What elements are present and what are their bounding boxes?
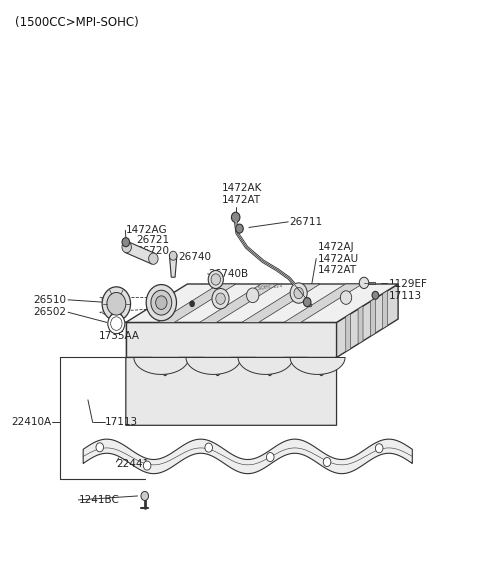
Text: 17113: 17113: [105, 417, 138, 428]
Polygon shape: [157, 284, 236, 323]
Text: 1472AJ
1472AU
1472AT: 1472AJ 1472AU 1472AT: [318, 242, 359, 275]
Circle shape: [151, 290, 172, 315]
Text: 26740B: 26740B: [209, 269, 249, 279]
Polygon shape: [200, 284, 278, 323]
Circle shape: [122, 237, 130, 247]
Circle shape: [216, 293, 225, 304]
Text: 17113: 17113: [389, 291, 422, 302]
Circle shape: [205, 443, 213, 452]
Polygon shape: [383, 291, 388, 329]
Polygon shape: [126, 284, 398, 323]
Text: 1472AG: 1472AG: [126, 225, 168, 235]
Circle shape: [156, 296, 167, 310]
Circle shape: [266, 453, 274, 462]
Text: 22441: 22441: [116, 459, 149, 469]
Text: SOHC 12V: SOHC 12V: [257, 283, 283, 291]
Circle shape: [290, 283, 307, 303]
Polygon shape: [186, 357, 241, 374]
Circle shape: [102, 287, 131, 321]
Circle shape: [372, 291, 379, 299]
Circle shape: [340, 291, 352, 304]
Polygon shape: [358, 306, 363, 344]
Polygon shape: [284, 284, 362, 323]
Circle shape: [303, 298, 311, 307]
Circle shape: [236, 224, 243, 233]
Circle shape: [122, 237, 130, 247]
Polygon shape: [290, 357, 345, 374]
Text: 26711: 26711: [289, 217, 322, 227]
Text: 26740: 26740: [178, 252, 211, 262]
Circle shape: [236, 224, 243, 233]
Text: 26502: 26502: [34, 307, 67, 318]
Circle shape: [372, 291, 379, 299]
Circle shape: [122, 241, 132, 253]
Polygon shape: [238, 357, 293, 374]
Polygon shape: [371, 298, 375, 336]
Text: 1472AK
1472AT: 1472AK 1472AT: [222, 183, 262, 205]
Circle shape: [96, 443, 104, 452]
Circle shape: [141, 491, 148, 500]
Circle shape: [211, 274, 220, 285]
Circle shape: [111, 317, 122, 331]
Circle shape: [375, 444, 383, 453]
Circle shape: [108, 314, 125, 334]
Polygon shape: [346, 314, 351, 352]
Circle shape: [303, 298, 311, 307]
Polygon shape: [134, 357, 189, 374]
Text: 22410A: 22410A: [12, 417, 51, 428]
Circle shape: [208, 270, 223, 289]
Polygon shape: [126, 357, 336, 425]
Text: (1500CC>MPI-SOHC): (1500CC>MPI-SOHC): [14, 15, 138, 28]
Polygon shape: [242, 284, 320, 323]
Circle shape: [189, 300, 195, 307]
Polygon shape: [125, 242, 155, 264]
Circle shape: [144, 461, 151, 470]
Circle shape: [107, 293, 126, 315]
Circle shape: [324, 457, 331, 466]
Text: 1735AA: 1735AA: [99, 331, 140, 341]
Circle shape: [146, 285, 177, 321]
Text: 26721
26720: 26721 26720: [137, 235, 170, 256]
Circle shape: [212, 289, 229, 309]
Circle shape: [359, 277, 369, 289]
Polygon shape: [83, 439, 412, 474]
Text: 26510: 26510: [34, 295, 67, 305]
Polygon shape: [169, 254, 177, 277]
Polygon shape: [126, 323, 336, 357]
Text: 1241BC: 1241BC: [78, 495, 120, 505]
Circle shape: [247, 288, 259, 303]
Circle shape: [294, 287, 303, 299]
Text: 1129EF: 1129EF: [389, 279, 428, 289]
Circle shape: [231, 212, 240, 223]
Polygon shape: [336, 284, 398, 357]
Circle shape: [149, 253, 158, 264]
Circle shape: [169, 251, 177, 260]
Circle shape: [231, 212, 240, 223]
